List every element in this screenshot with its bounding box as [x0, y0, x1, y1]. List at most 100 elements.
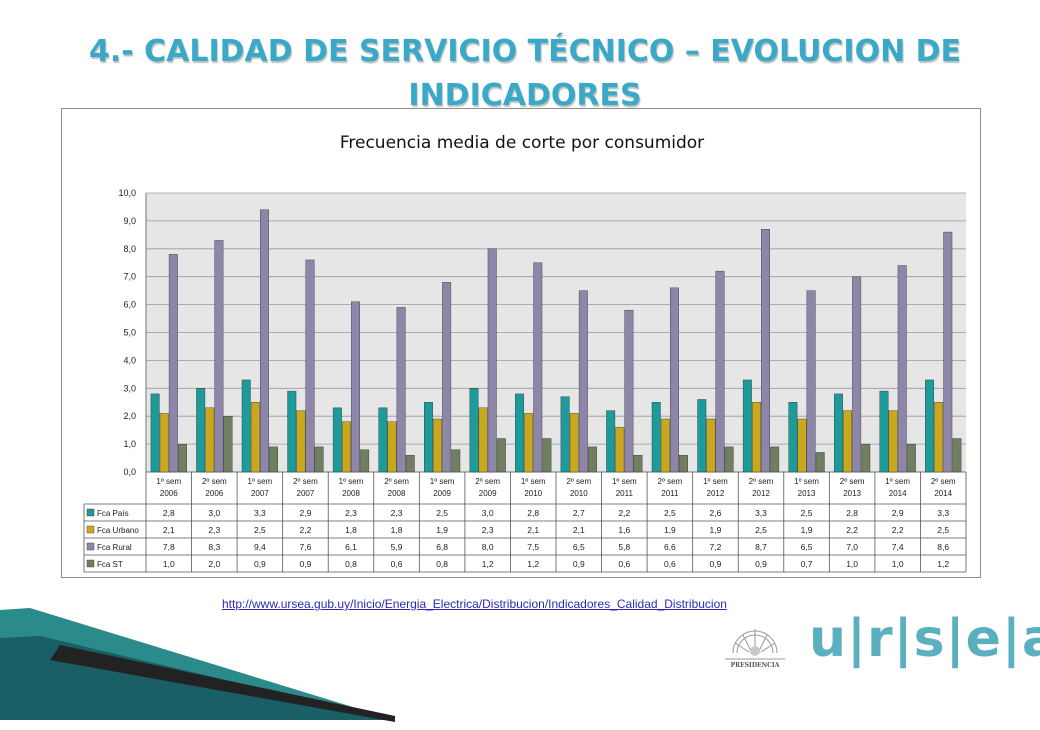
x-tick-label: 1º sem [248, 477, 273, 486]
y-tick-label: 10,0 [118, 188, 136, 198]
x-tick-label: 2012 [752, 489, 770, 498]
data-label: 2,3 [345, 508, 357, 518]
bar [761, 229, 770, 473]
data-label: 5,8 [618, 542, 630, 552]
data-label: 1,0 [892, 559, 904, 569]
bar [296, 410, 306, 473]
data-label: 0,9 [254, 559, 266, 569]
data-label: 2,5 [755, 525, 767, 535]
source-link[interactable]: http://www.ursea.gub.uy/Inicio/Energia_E… [222, 597, 727, 611]
bar [524, 413, 534, 473]
data-label: 2,5 [801, 508, 813, 518]
bar [515, 393, 525, 473]
data-label: 2,1 [527, 525, 539, 535]
bar [360, 449, 370, 473]
data-label: 2,7 [573, 508, 585, 518]
bar [424, 402, 433, 473]
x-tick-label: 1º sem [339, 477, 364, 486]
bar [606, 410, 616, 473]
y-tick-label: 9,0 [123, 216, 136, 226]
legend-label: Fca País [97, 509, 129, 518]
bar [496, 438, 506, 473]
data-label: 8,3 [208, 542, 220, 552]
chart-svg: 0,0 1,0 2,0 3,0 4,0 5,0 6,0 7,0 8,0 9,0 10,0 1º sem… [83, 188, 967, 573]
x-tick-label: 2006 [205, 489, 223, 498]
data-label: 2,8 [163, 508, 175, 518]
bar [861, 443, 871, 473]
data-label: 1,8 [345, 525, 357, 535]
bar [852, 276, 862, 473]
y-tick-label: 4,0 [123, 355, 136, 365]
bar [332, 407, 342, 473]
bar [952, 438, 962, 473]
bar [587, 446, 597, 473]
y-tick-label: 7,0 [123, 272, 136, 282]
bar [770, 446, 780, 473]
legend-swatch [86, 542, 95, 551]
y-tick-label: 8,0 [123, 244, 136, 254]
data-label: 0,6 [391, 559, 403, 569]
y-tick-label: 2,0 [123, 411, 136, 421]
bar [177, 443, 187, 473]
data-label: 7,6 [300, 542, 312, 552]
data-label: 7,5 [527, 542, 539, 552]
data-label: 6,6 [664, 542, 676, 552]
x-tick-label: 1º sem [521, 477, 546, 486]
data-label: 2,2 [892, 525, 904, 535]
data-label: 1,9 [710, 525, 722, 535]
bar [815, 452, 825, 473]
bar [250, 402, 260, 473]
bar [925, 379, 935, 473]
data-label: 2,3 [208, 525, 220, 535]
data-label: 2,3 [391, 508, 403, 518]
x-tick-label: 2º sem [840, 477, 865, 486]
presidencia-seal-icon: PRESIDENCIA [725, 629, 785, 669]
y-tick-label: 3,0 [123, 383, 136, 393]
legend-swatch [86, 559, 95, 568]
bar [897, 265, 907, 473]
bar [624, 309, 634, 473]
data-label: 7,0 [846, 542, 858, 552]
data-label: 2,5 [254, 525, 266, 535]
bar [351, 301, 360, 473]
bar [633, 455, 643, 473]
x-tick-label: 2010 [570, 489, 588, 498]
x-tick-label: 2006 [160, 489, 178, 498]
data-label: 3,0 [208, 508, 220, 518]
bar [724, 446, 734, 473]
data-label: 1,2 [482, 559, 494, 569]
x-tick-label: 1º sem [703, 477, 728, 486]
x-tick-label: 2012 [707, 489, 725, 498]
y-tick-label: 5,0 [123, 328, 136, 338]
data-label: 1,9 [664, 525, 676, 535]
bar [943, 231, 953, 473]
bar [888, 410, 898, 473]
bar [487, 248, 497, 473]
x-tick-label: 1º sem [612, 477, 637, 486]
data-label: 0,9 [710, 559, 722, 569]
bar [168, 254, 178, 473]
bar [478, 407, 488, 473]
data-label: 0,8 [436, 559, 448, 569]
bar [205, 407, 215, 473]
bar [906, 443, 916, 473]
data-label: 8,6 [937, 542, 949, 552]
x-tick-label: 2007 [297, 489, 315, 498]
bar [934, 402, 944, 473]
bar [715, 270, 725, 473]
x-tick-label: 2011 [661, 489, 679, 498]
data-label: 2,5 [664, 508, 676, 518]
bar [387, 421, 397, 473]
data-label: 1,2 [527, 559, 539, 569]
decorative-arrow-icon [0, 608, 395, 722]
bar [788, 402, 798, 473]
data-label: 0,9 [300, 559, 312, 569]
x-tick-label: 2009 [479, 489, 497, 498]
x-tick-label: 2º sem [931, 477, 956, 486]
bar [697, 399, 707, 473]
bar [806, 290, 816, 473]
data-label: 7,2 [710, 542, 722, 552]
bar [742, 379, 752, 473]
y-tick-label: 1,0 [123, 439, 136, 449]
bar [533, 262, 543, 473]
